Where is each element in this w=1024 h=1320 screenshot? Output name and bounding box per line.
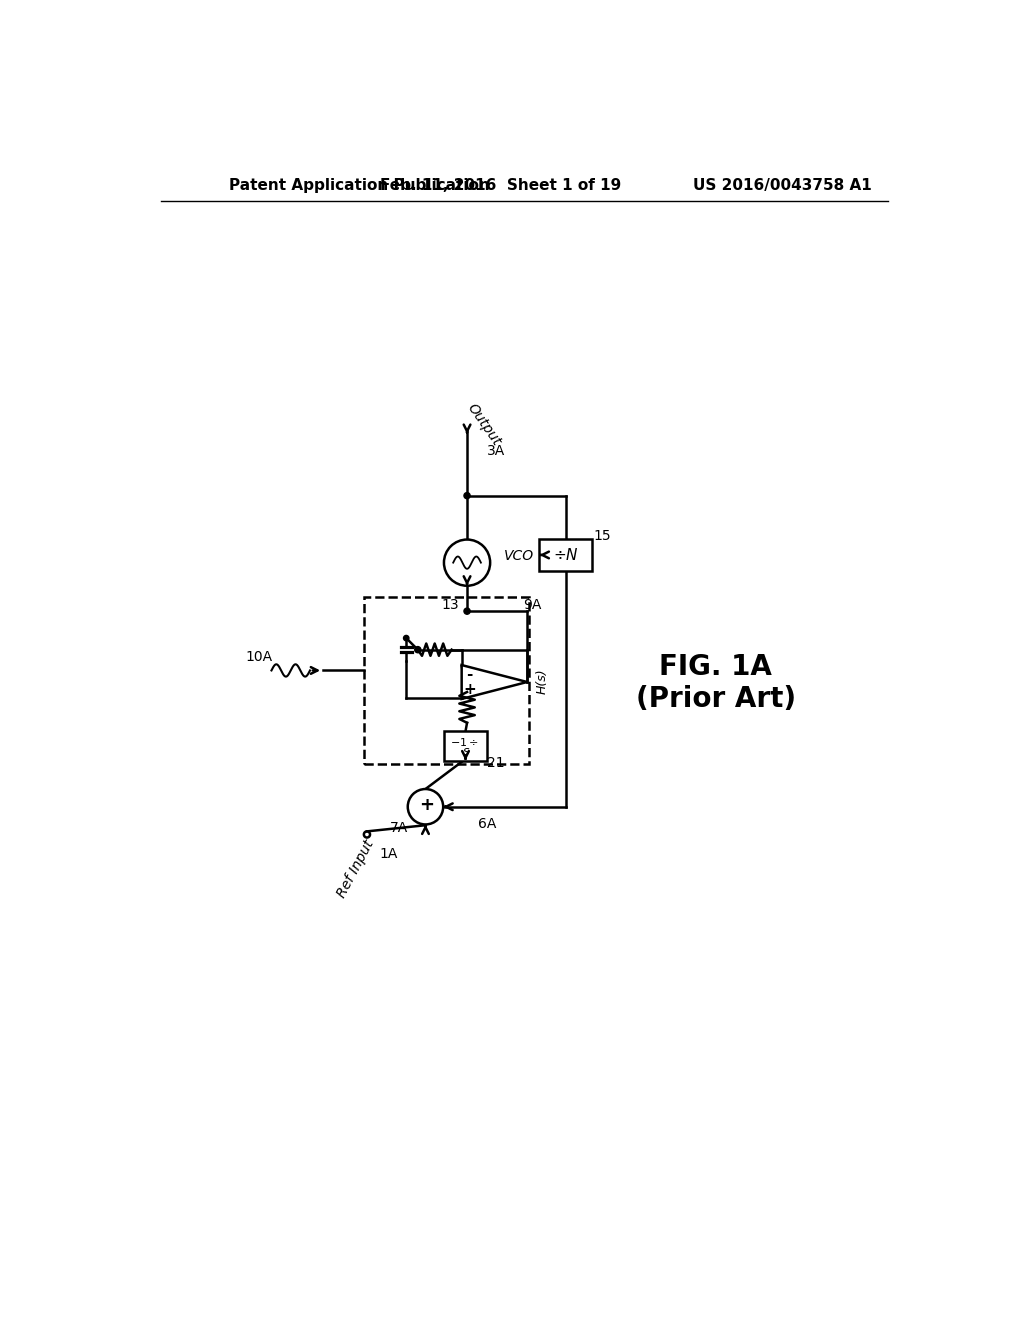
Text: Patent Application Publication: Patent Application Publication	[229, 178, 489, 193]
Text: 3A: 3A	[487, 444, 506, 458]
Circle shape	[403, 635, 409, 640]
Circle shape	[444, 540, 490, 586]
Text: 9A: 9A	[523, 598, 542, 612]
Text: Ref Input: Ref Input	[335, 838, 377, 900]
Bar	[444, 731, 486, 760]
Text: FIG. 1A: FIG. 1A	[659, 652, 772, 681]
Text: +: +	[419, 796, 434, 814]
Text: 10A: 10A	[246, 649, 272, 664]
Text: $s$: $s$	[462, 744, 470, 758]
Text: $\div N$: $\div N$	[553, 546, 579, 562]
Text: VCO: VCO	[504, 549, 535, 564]
Text: 1A: 1A	[379, 846, 397, 861]
Text: +: +	[463, 682, 476, 697]
Circle shape	[408, 789, 443, 825]
Text: 21: 21	[487, 756, 505, 770]
Text: $-1\div$: $-1\div$	[450, 737, 478, 748]
Circle shape	[415, 647, 421, 653]
Text: US 2016/0043758 A1: US 2016/0043758 A1	[692, 178, 871, 193]
Text: Feb. 11, 2016  Sheet 1 of 19: Feb. 11, 2016 Sheet 1 of 19	[380, 178, 621, 193]
Polygon shape	[462, 665, 527, 700]
Text: Output: Output	[465, 401, 504, 449]
Bar	[540, 539, 592, 572]
Text: (Prior Art): (Prior Art)	[636, 685, 796, 713]
Circle shape	[464, 492, 470, 499]
Text: 13: 13	[441, 598, 459, 612]
Text: 7A: 7A	[389, 821, 408, 836]
Text: 15: 15	[594, 529, 611, 544]
Text: 6A: 6A	[478, 817, 497, 830]
Bar	[364, 598, 528, 764]
Text: H(s): H(s)	[536, 668, 549, 693]
Text: -: -	[466, 667, 472, 682]
Circle shape	[464, 609, 470, 614]
